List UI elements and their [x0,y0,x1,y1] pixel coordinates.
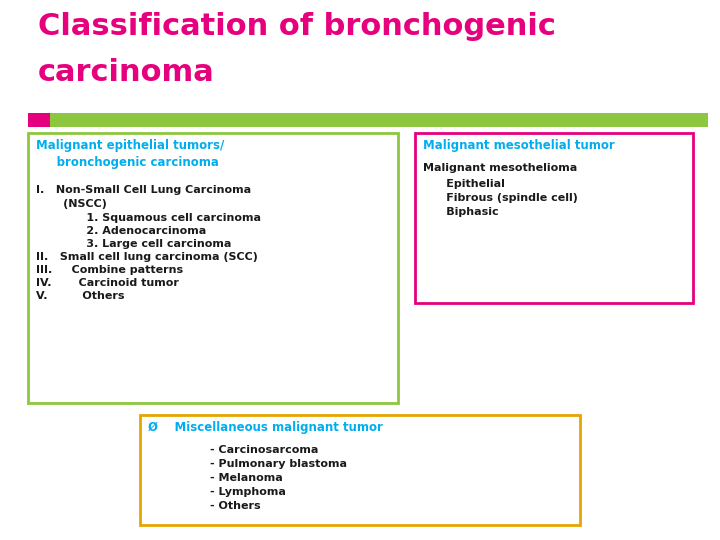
FancyBboxPatch shape [415,133,693,303]
Text: 2. Adenocarcinoma: 2. Adenocarcinoma [36,226,206,236]
Text: IV.       Carcinoid tumor: IV. Carcinoid tumor [36,278,179,288]
Text: Epithelial: Epithelial [423,179,505,189]
Text: V.         Others: V. Others [36,291,125,301]
Text: - Others: - Others [210,501,261,511]
Text: Malignant mesothelial tumor: Malignant mesothelial tumor [423,139,615,152]
Text: Malignant mesothelioma: Malignant mesothelioma [423,163,577,173]
Text: - Carcinosarcoma: - Carcinosarcoma [210,445,318,455]
FancyBboxPatch shape [28,113,708,127]
FancyBboxPatch shape [28,113,50,127]
Text: Fibrous (spindle cell): Fibrous (spindle cell) [423,193,578,203]
Text: 1. Squamous cell carcinoma: 1. Squamous cell carcinoma [36,213,261,223]
FancyBboxPatch shape [28,133,398,403]
Text: - Lymphoma: - Lymphoma [210,487,286,497]
Text: Malignant epithelial tumors/
     bronchogenic carcinoma: Malignant epithelial tumors/ bronchogeni… [36,139,224,169]
Text: I.   Non-Small Cell Lung Carcinoma: I. Non-Small Cell Lung Carcinoma [36,185,251,195]
Text: carcinoma: carcinoma [38,58,215,87]
Text: III.     Combine patterns: III. Combine patterns [36,265,183,275]
FancyBboxPatch shape [140,415,580,525]
Text: - Melanoma: - Melanoma [210,473,283,483]
Text: - Pulmonary blastoma: - Pulmonary blastoma [210,459,347,469]
Text: 3. Large cell carcinoma: 3. Large cell carcinoma [36,239,231,249]
Text: II.   Small cell lung carcinoma (SCC): II. Small cell lung carcinoma (SCC) [36,252,258,262]
Text: Biphasic: Biphasic [423,207,499,217]
Text: Ø    Miscellaneous malignant tumor: Ø Miscellaneous malignant tumor [148,421,383,434]
Text: (NSCC): (NSCC) [36,199,107,209]
Text: Classification of bronchogenic: Classification of bronchogenic [38,12,556,41]
